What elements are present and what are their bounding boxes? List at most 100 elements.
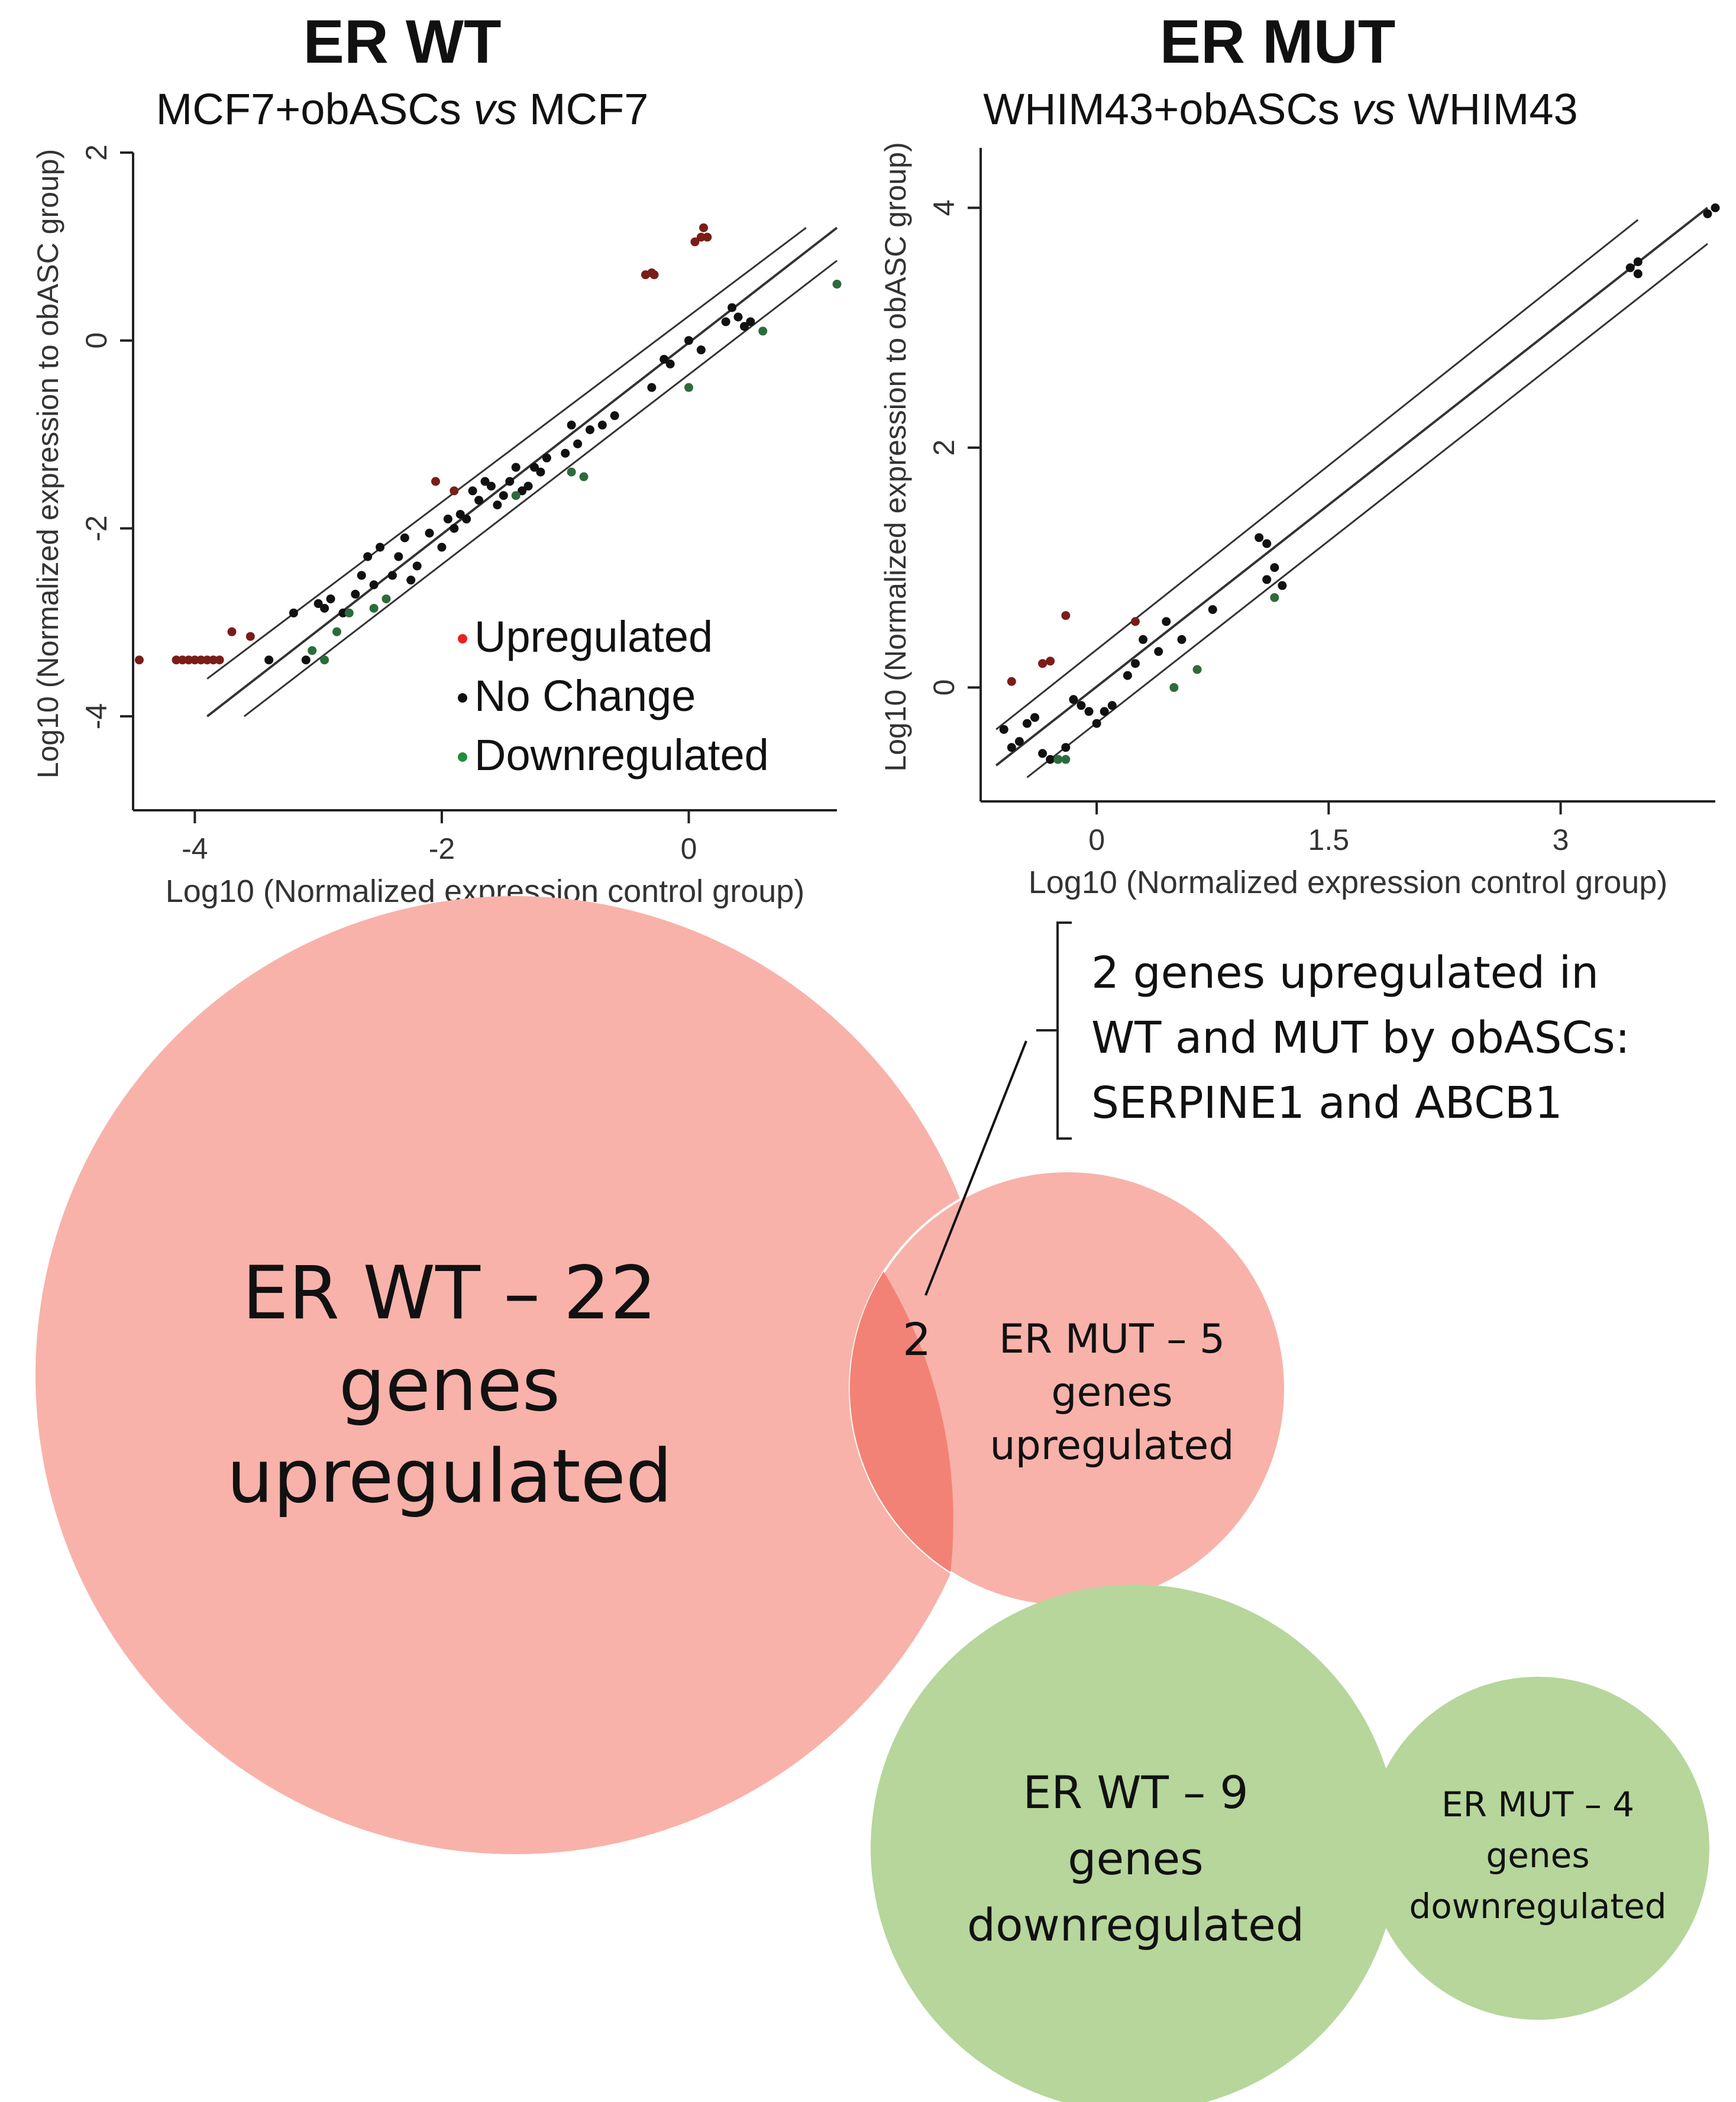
wt-no-change-point [573,439,583,448]
mut-no-change-point [1100,707,1109,716]
mut-no-change-point [1022,719,1032,728]
mut-no-change-point [1711,203,1720,212]
mut-subtitle-a: WHIM43+obASCs [983,85,1352,134]
annotation-line-1: 2 genes upregulated in [1091,947,1599,998]
legend-label: No Change [474,671,696,720]
wt-no-change-point [450,523,459,533]
legend-label: Downregulated [474,730,769,780]
callout-pointer-line [924,1040,1027,1296]
wt-downregulated-point [511,491,521,500]
wt-scatter-plot: -4 -2 0 -4 -2 0 2 Log10 (Normalized expression … [31,144,842,909]
mut-downregulated-point [1169,683,1179,692]
mut-no-change-point [1030,713,1040,722]
er-mut-down-label: ER MUT – 4 genes downregulated [1378,1779,1698,1932]
wt-panel-title: ER WT [303,8,502,76]
wt-no-change-point [542,453,551,463]
wt-no-change-point [320,603,329,613]
wt-upregulated-point [172,655,181,665]
wt-downregulated-point [758,326,768,336]
wt-upregulated-point [245,632,255,641]
wt-upregulated-point [703,232,712,242]
mut-no-change-point [1139,635,1148,644]
mut-y-tick-label: 2 [927,439,961,456]
wt-upregulated-point [690,237,700,247]
wt-downregulated-point [332,627,341,636]
er-wt-up-label-line-2: genes [338,1343,561,1428]
wt-no-change-point [480,477,490,486]
overlap-region [849,1272,953,1572]
wt-x-tick-label: -4 [182,832,208,865]
mut-upregulated-point [1061,611,1071,620]
er-wt-down-label-line-1: ER WT – 9 [1023,1766,1249,1819]
wt-no-change-point [326,594,335,604]
wt-no-change-point [301,655,311,665]
wt-no-change-point [647,383,657,392]
wt-no-change-point [351,590,360,599]
mut-no-change-point [1069,695,1078,704]
mut-no-change-point [1007,743,1016,752]
mut-downregulated-point [1270,593,1279,602]
legend-marker [458,634,467,643]
mut-no-change-point [1278,581,1287,590]
wt-no-change-point [376,542,385,552]
mut-lower-fold-line [1026,243,1708,778]
mut-upper-fold-line [995,219,1639,730]
wt-y-tick-label: -4 [80,703,113,729]
mut-no-change-point [1162,617,1171,626]
er-mut-down-label-line-1: ER MUT – 4 [1441,1784,1635,1825]
wt-upregulated-point [184,655,193,665]
wt-no-change-point [660,354,669,364]
wt-no-change-point [363,552,373,561]
mut-downregulated-point [1192,665,1202,674]
mut-no-change-point [1262,575,1272,584]
er-mut-down-label-line-2: genes [1486,1835,1590,1875]
wt-y-tick-label: 2 [80,144,113,161]
mut-y-axis-label: Log10 (Normalized expression to obASC gr… [879,142,912,771]
wt-no-change-point [536,467,545,477]
wt-no-change-point [733,312,743,322]
mut-subtitle-vs: vs [1352,85,1396,134]
mut-x-tick-label: 0 [1088,823,1105,856]
wt-subtitle-b: MCF7 [517,85,649,134]
wt-upregulated-point [134,655,144,665]
wt-no-change-point [696,345,706,355]
wt-no-change-point [518,486,527,496]
annotation-line-2: WT and MUT by obASCs: [1091,1013,1630,1063]
mut-no-change-point [1154,647,1163,657]
wt-upregulated-point [209,655,218,665]
wt-x-tick-label: 0 [681,832,697,865]
er-wt-up-label-line-1: ER WT – 22 [242,1251,657,1336]
wt-downregulated-point [579,472,589,481]
mut-y-tick-label: 4 [927,199,961,216]
wt-downregulated-point [320,655,329,665]
wt-no-change-point [486,481,496,491]
wt-y-tick-label: 0 [80,332,113,349]
wt-upregulated-point [202,655,212,665]
mut-no-change-point [999,725,1008,734]
wt-no-change-point [585,425,594,435]
wt-no-change-point [530,463,539,472]
wt-no-change-point [437,542,447,552]
wt-no-change-point [468,486,477,496]
mut-panel-subtitle: WHIM43+obASCs vs WHIM43 [887,84,1674,134]
mut-no-change-point [1038,749,1048,758]
mut-no-change-point [1703,209,1712,219]
er-mut-up-label-line-3: upregulated [990,1422,1234,1469]
mut-no-change-point [1076,701,1086,710]
wt-no-change-point [443,515,452,524]
mut-no-change-point [1046,755,1055,764]
wt-downregulated-point [567,467,576,477]
wt-upregulated-point [178,655,187,665]
wt-no-change-point [499,491,508,500]
wt-upper-fold-line [206,227,807,680]
wt-no-change-point [739,322,749,331]
wt-x-tick-label: -2 [429,832,455,865]
wt-upregulated-point [649,270,659,280]
mut-x-tick-label: 3 [1553,823,1569,856]
wt-no-change-point [357,571,366,580]
er-wt-down-label-line-2: genes [1068,1832,1204,1885]
wt-no-change-point [425,528,434,538]
mut-upregulated-point [1046,657,1055,666]
er-wt-up-circle [35,896,994,1854]
